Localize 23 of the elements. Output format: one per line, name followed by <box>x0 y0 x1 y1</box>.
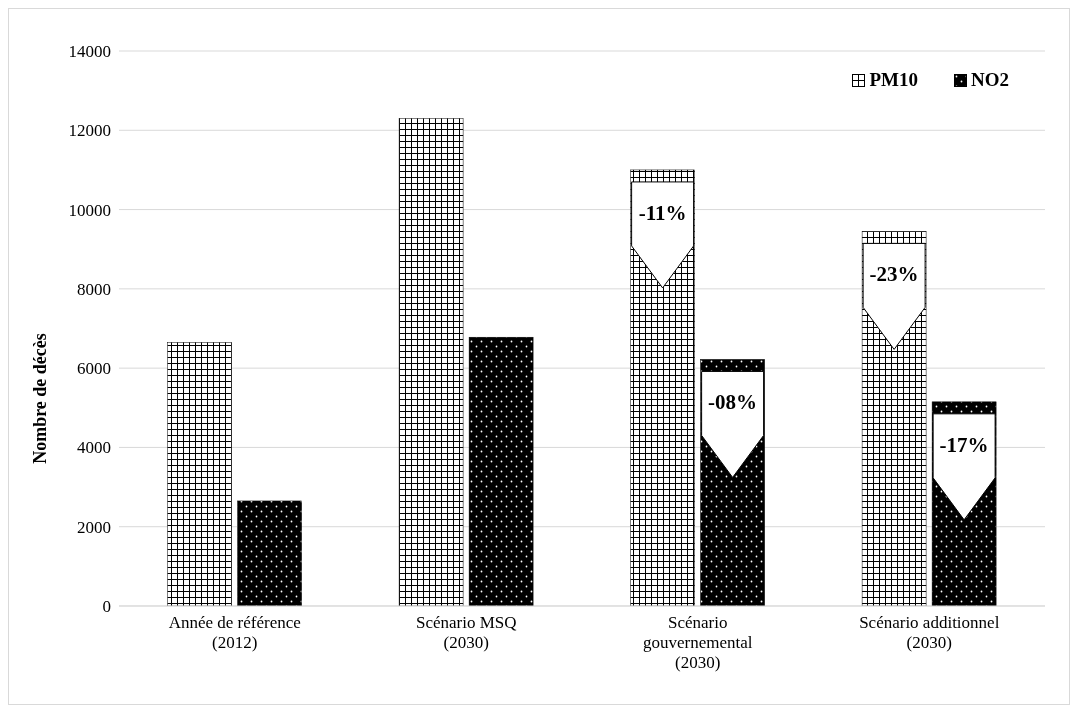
y-tick-label: 4000 <box>77 438 111 458</box>
legend-label: PM10 <box>869 69 918 91</box>
annotation: -08% <box>708 390 758 415</box>
bar <box>237 500 302 606</box>
y-tick-label: 2000 <box>77 517 111 537</box>
annotation: -11% <box>638 200 687 225</box>
legend-label: NO2 <box>971 69 1009 91</box>
y-axis-title: Nombre de décès <box>30 333 51 464</box>
y-tick-label: 14000 <box>68 42 111 62</box>
x-tick-label: Scénario MSQ (2030) <box>415 613 517 652</box>
x-tick-label: Scénario additionnel (2030) <box>859 613 1000 652</box>
bar <box>398 118 464 606</box>
bar <box>167 342 232 606</box>
y-tick-label: 12000 <box>68 121 111 141</box>
y-tick-label: 8000 <box>77 279 111 299</box>
x-tick-label: Année de référence (2012) <box>168 613 301 652</box>
y-tick-label: 0 <box>102 597 111 617</box>
bar <box>468 336 534 606</box>
annotation: -17% <box>939 432 989 457</box>
annotation: -23% <box>869 262 919 287</box>
x-tick-label: Scénario gouvernemental (2030) <box>642 613 753 672</box>
y-tick-label: 6000 <box>77 359 111 379</box>
y-tick-label: 10000 <box>68 200 111 220</box>
